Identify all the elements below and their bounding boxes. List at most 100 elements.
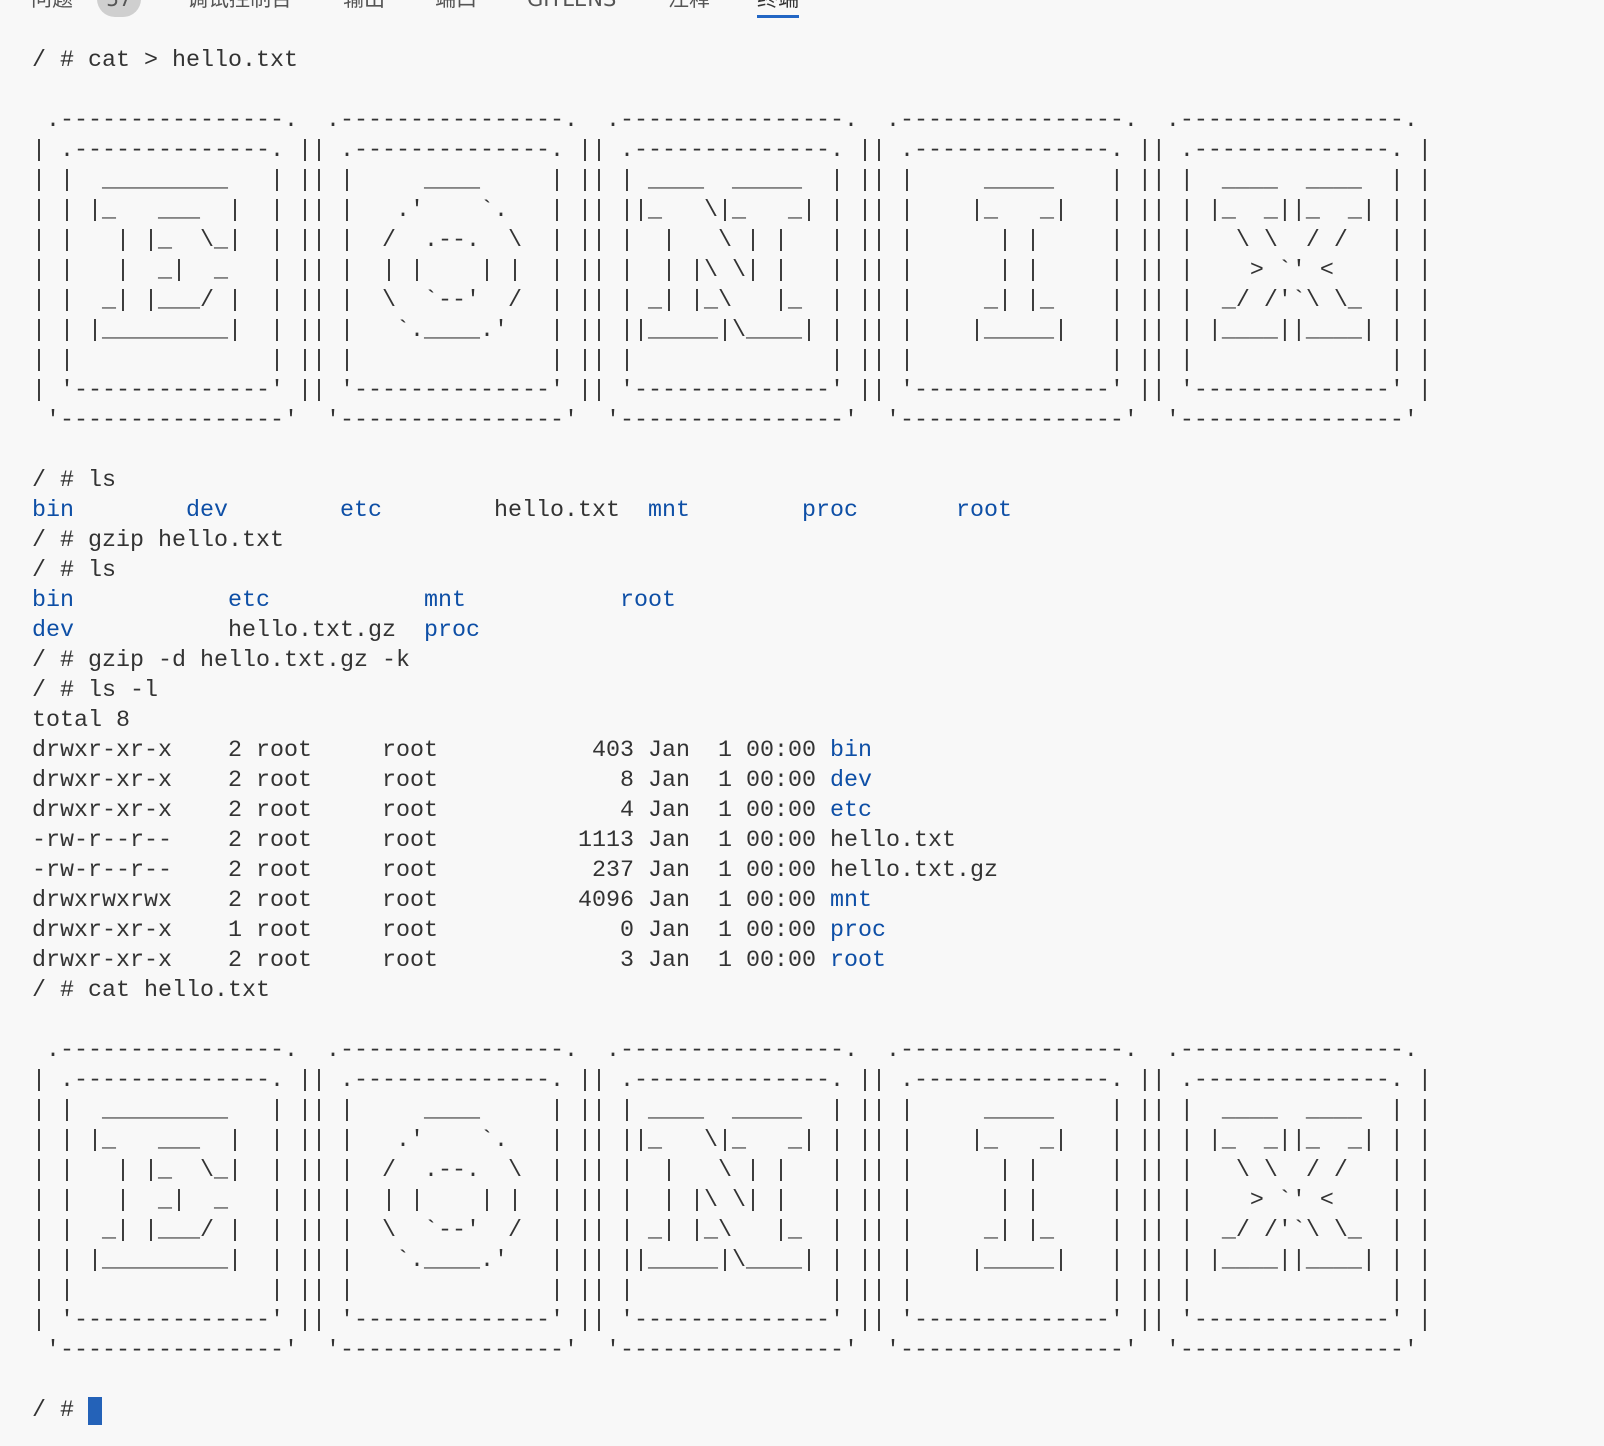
- directory-name: root: [620, 588, 676, 614]
- output-text: [466, 588, 620, 614]
- terminal-line: drwxr-xr-x 2 root root 3 Jan 1 00:00 roo…: [32, 946, 1432, 976]
- ascii-art-line: .----------------. .----------------. .-…: [32, 1038, 1432, 1064]
- output-text: drwxrwxrwx 2 root root 4096 Jan 1 00:00: [32, 888, 830, 914]
- output-text: -rw-r--r-- 2 root root 1113 Jan 1 00:00 …: [32, 828, 956, 854]
- problems-count-badge: 57: [97, 0, 141, 17]
- ascii-art-line: | | | _| _ | || | | | | | | || | | |\ \|…: [32, 1188, 1432, 1214]
- tab-terminal[interactable]: 终端: [757, 0, 799, 18]
- ascii-art-line: | .--------------. || .--------------. |…: [32, 138, 1432, 164]
- terminal-line: [32, 436, 1432, 466]
- ascii-art-line: | | | || | | || | | || | | || | | |: [32, 348, 1432, 374]
- ascii-art-line: | | _| |___/ | | || | \ `--' / | || | _|…: [32, 1218, 1432, 1244]
- panel-tab-bar: 问题 57 调试控制台 输出 端口 GITLENS 注释 终端: [0, 0, 1604, 19]
- output-text: drwxr-xr-x 2 root root 403 Jan 1 00:00: [32, 738, 830, 764]
- ascii-art-line: | '--------------' || '--------------' |…: [32, 1308, 1432, 1334]
- output-text: / # gzip hello.txt: [32, 528, 284, 554]
- output-text: hello.txt: [382, 498, 648, 524]
- output-text: [270, 588, 424, 614]
- output-text: / # ls -l: [32, 678, 158, 704]
- output-text: total 8: [32, 708, 130, 734]
- terminal-line: / # cat hello.txt: [32, 976, 1432, 1006]
- output-text: / # cat > hello.txt: [32, 48, 298, 74]
- output-text: drwxr-xr-x 1 root root 0 Jan 1 00:00: [32, 918, 830, 944]
- tab-output[interactable]: 输出: [343, 0, 385, 15]
- output-text: [74, 588, 228, 614]
- output-text: / # ls: [32, 468, 116, 494]
- directory-name: root: [829, 948, 886, 974]
- output-text: drwxr-xr-x 2 root root 3 Jan 1 00:00: [32, 948, 830, 974]
- ascii-art-line: '----------------' '----------------' '-…: [32, 1338, 1432, 1364]
- ascii-art-banner: .----------------. .----------------. .-…: [32, 1036, 1432, 1366]
- ascii-art-line: | | _________ | || | ____ | || | ____ __…: [32, 1098, 1432, 1124]
- terminal-output[interactable]: / # cat > hello.txt .----------------. .…: [32, 46, 1432, 1426]
- ascii-art-banner: .----------------. .----------------. .-…: [32, 106, 1432, 436]
- terminal-line: drwxr-xr-x 2 root root 4 Jan 1 00:00 etc: [32, 796, 1432, 826]
- directory-name: mnt: [424, 588, 466, 614]
- output-text: -rw-r--r-- 2 root root 237 Jan 1 00:00 h…: [32, 858, 998, 884]
- terminal-line: -rw-r--r-- 2 root root 1113 Jan 1 00:00 …: [32, 826, 1432, 856]
- output-text: / # ls: [32, 558, 116, 584]
- terminal-line: drwxr-xr-x 1 root root 0 Jan 1 00:00 pro…: [32, 916, 1432, 946]
- directory-name: etc: [228, 588, 270, 614]
- tab-label: 问题: [31, 0, 73, 11]
- ascii-art-line: '----------------' '----------------' '-…: [32, 408, 1432, 434]
- terminal-line: drwxr-xr-x 2 root root 403 Jan 1 00:00 b…: [32, 736, 1432, 766]
- ascii-art-line: | | |_________| | || | `.____.' | || ||_…: [32, 1248, 1432, 1274]
- output-text: drwxr-xr-x 2 root root 8 Jan 1 00:00: [32, 768, 830, 794]
- terminal-line: / # ls: [32, 556, 1432, 586]
- directory-name: dev: [829, 768, 872, 794]
- directory-name: proc: [829, 918, 886, 944]
- output-text: / # gzip -d hello.txt.gz -k: [32, 648, 410, 674]
- directory-name: proc: [423, 618, 480, 644]
- ascii-art-line: | | |_________| | || | `.____.' | || ||_…: [32, 318, 1432, 344]
- shell-prompt: / #: [32, 1398, 88, 1424]
- output-text: [74, 498, 186, 524]
- terminal-line: / # gzip hello.txt: [32, 526, 1432, 556]
- output-text: drwxr-xr-x 2 root root 4 Jan 1 00:00: [32, 798, 830, 824]
- output-text: [858, 498, 956, 524]
- tab-ports[interactable]: 端口: [435, 0, 477, 15]
- ascii-art-line: | | | |_ \_| | || | / .--. \ | || | | \ …: [32, 228, 1432, 254]
- ascii-art-line: | | |_ ___ | | || | .' `. | || ||_ \|_ _…: [32, 1128, 1432, 1154]
- ascii-art-line: | | | |_ \_| | || | / .--. \ | || | | \ …: [32, 1158, 1432, 1184]
- terminal-line: / #: [32, 1396, 1432, 1426]
- output-text: [228, 498, 340, 524]
- directory-name: bin: [829, 738, 872, 764]
- output-text: [690, 498, 802, 524]
- ascii-art-line: | | _| |___/ | | || | \ `--' / | || | _|…: [32, 288, 1432, 314]
- terminal-line: [32, 1366, 1432, 1396]
- tab-gitlens[interactable]: GITLENS: [527, 0, 616, 15]
- directory-name: bin: [32, 498, 74, 524]
- terminal-line: -rw-r--r-- 2 root root 237 Jan 1 00:00 h…: [32, 856, 1432, 886]
- terminal-line: bin etc mnt root: [32, 586, 1432, 616]
- terminal-line: [32, 76, 1432, 106]
- output-text: / # cat hello.txt: [32, 978, 270, 1004]
- tab-debug-console[interactable]: 调试控制台: [187, 0, 292, 15]
- terminal-line: / # cat > hello.txt: [32, 46, 1432, 76]
- terminal-line: / # gzip -d hello.txt.gz -k: [32, 646, 1432, 676]
- terminal-line: / # ls -l: [32, 676, 1432, 706]
- directory-name: dev: [32, 618, 74, 644]
- terminal-line: drwxr-xr-x 2 root root 8 Jan 1 00:00 dev: [32, 766, 1432, 796]
- ascii-art-line: | | _________ | || | ____ | || | ____ __…: [32, 168, 1432, 194]
- terminal-line: drwxrwxrwx 2 root root 4096 Jan 1 00:00 …: [32, 886, 1432, 916]
- ascii-art-line: | '--------------' || '--------------' |…: [32, 378, 1432, 404]
- ascii-art-line: | | | || | | || | | || | | || | | |: [32, 1278, 1432, 1304]
- directory-name: bin: [32, 588, 74, 614]
- ascii-art-line: .----------------. .----------------. .-…: [32, 108, 1432, 134]
- terminal-line: [32, 1006, 1432, 1036]
- tab-problems[interactable]: 问题: [31, 0, 73, 15]
- ascii-art-line: | | |_ ___ | | || | .' `. | || ||_ \|_ _…: [32, 198, 1432, 224]
- terminal-line: total 8: [32, 706, 1432, 736]
- terminal-line: bin dev etc hello.txt mnt proc root: [32, 496, 1432, 526]
- tab-comments[interactable]: 注释: [668, 0, 710, 15]
- directory-name: proc: [801, 498, 858, 524]
- directory-name: root: [955, 498, 1012, 524]
- ascii-art-line: | | | _| _ | || | | | | | | || | | |\ \|…: [32, 258, 1432, 284]
- output-text: hello.txt.gz: [74, 618, 424, 644]
- cursor: [88, 1397, 102, 1425]
- terminal-line: / # ls: [32, 466, 1432, 496]
- directory-name: etc: [340, 498, 382, 524]
- directory-name: dev: [186, 498, 228, 524]
- directory-name: etc: [829, 798, 872, 824]
